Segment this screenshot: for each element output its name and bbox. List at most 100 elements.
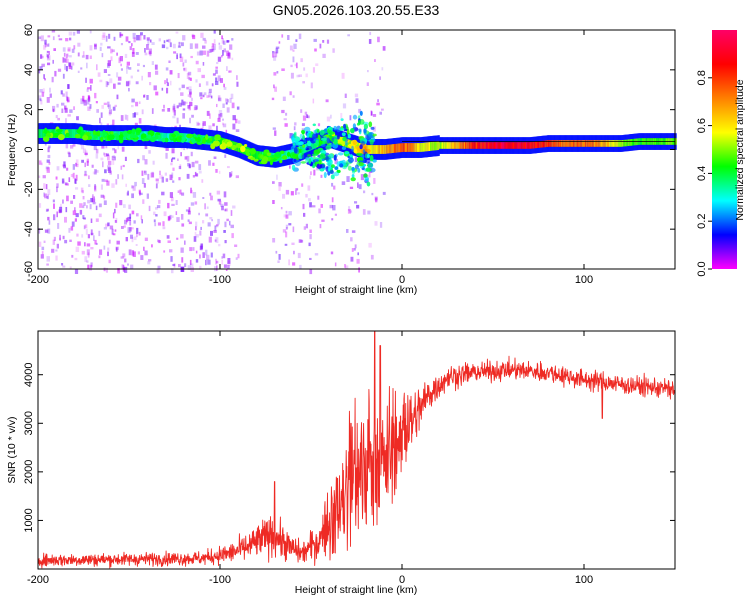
spectrogram-noise-cell [107, 46, 111, 49]
spectrogram-ridge-blob [130, 133, 134, 139]
spectrogram-noise-cell [202, 94, 205, 98]
spectrogram-branch-cell [372, 133, 377, 137]
spectrogram-noise-cell [215, 169, 218, 173]
spectrogram-noise-cell [285, 224, 289, 229]
spectrogram-noise-cell [232, 123, 236, 130]
spectrogram-noise-cell [183, 67, 188, 72]
spectrogram-branch-cell [319, 164, 326, 169]
spectrogram-noise-cell [81, 159, 84, 163]
spectrogram-noise-cell [221, 256, 223, 259]
spectrogram-noise-cell [45, 166, 49, 169]
spectrogram-noise-cell [199, 92, 203, 97]
spectrogram-noise-cell [131, 52, 135, 57]
spectrogram-noise-cell [202, 62, 205, 66]
spectrogram-noise-cell [172, 43, 176, 49]
spectrogram-noise-cell [80, 187, 84, 193]
spectrogram-noise-cell [140, 255, 144, 260]
spectrogram-ridge-blob [271, 154, 275, 158]
spectrogram-noise-cell [108, 259, 111, 264]
spectrogram-noise-cell [186, 155, 190, 162]
spectrogram-noise-cell [48, 51, 50, 56]
spectrogram-noise-cell [167, 108, 171, 112]
spectrogram-noise-cell [122, 264, 125, 271]
spectrogram-noise-cell [83, 174, 88, 177]
spectrogram-noise-cell [146, 193, 149, 199]
spectrogram-y-tick-label: -40 [23, 221, 35, 237]
spectrogram-noise-cell [195, 60, 199, 65]
spectrogram-branch-cell [358, 128, 362, 133]
spectrogram-ridge-core [561, 140, 564, 147]
spectrogram-noise-cell [167, 202, 170, 209]
spectrogram-noise-cell [228, 70, 231, 73]
spectrogram-noise-cell [71, 221, 75, 227]
spectrogram-noise-cell [73, 195, 76, 199]
spectrogram-branch-cell [312, 159, 319, 162]
spectrogram-branch-cell [354, 164, 359, 170]
spectrogram-ridge-blob [102, 129, 106, 137]
spectrogram-noise-cell [106, 153, 109, 157]
spectrogram-noise-cell [52, 108, 55, 113]
spectrogram-ridge-blob [147, 134, 151, 139]
spectrogram-noise-cell [307, 185, 311, 191]
spectrogram-noise-cell [72, 210, 77, 216]
spectrogram-branch-cell [359, 110, 363, 116]
spectrogram-noise-cell [278, 187, 281, 191]
spectrogram-noise-cell [178, 166, 182, 170]
spectrogram-noise-cell [133, 220, 136, 224]
spectrogram-noise-cell [40, 254, 44, 259]
spectrogram-noise-cell [144, 170, 147, 176]
spectrogram-noise-cell [234, 244, 238, 247]
chart-title: GN05.2026.103.20.55.E33 [273, 2, 440, 18]
spectrogram-noise-cell [39, 89, 43, 93]
spectrogram-branch-cell [364, 158, 371, 164]
spectrogram-noise-cell [95, 153, 99, 159]
spectrogram-noise-cell [216, 224, 219, 227]
spectrogram-noise-cell [117, 82, 121, 85]
spectrogram-noise-cell [224, 202, 228, 206]
spectrogram-noise-cell [278, 182, 282, 187]
spectrogram-noise-cell [54, 70, 57, 77]
spectrogram-noise-cell [105, 81, 108, 88]
spectrogram-noise-cell [99, 79, 103, 83]
spectrogram-noise-cell [181, 192, 185, 196]
snr-x-tick-label: 0 [399, 574, 405, 586]
spectrogram-noise-cell [95, 170, 99, 173]
spectrogram-noise-cell [103, 200, 107, 205]
spectrogram-noise-cell [47, 194, 49, 200]
spectrogram-noise-cell [271, 97, 275, 101]
spectrogram-noise-cell [75, 159, 79, 165]
spectrogram-noise-cell [89, 45, 93, 51]
spectrogram-noise-cell [74, 218, 77, 222]
spectrogram-noise-cell [222, 118, 224, 121]
spectrogram-noise-cell [235, 129, 240, 132]
spectrogram-noise-cell [334, 262, 337, 267]
spectrogram-noise-cell [144, 144, 148, 149]
spectrogram-ridge-blob [245, 151, 250, 157]
spectrogram-noise-cell [227, 53, 231, 59]
spectrogram-noise-cell [191, 114, 194, 118]
spectrogram-ridge-blob [215, 136, 221, 140]
spectrogram-ridge-blob [118, 134, 124, 139]
spectrogram-noise-cell [188, 165, 192, 169]
spectrogram-noise-cell [87, 252, 90, 258]
spectrogram-noise-cell [95, 148, 99, 154]
spectrogram-noise-cell [207, 222, 211, 227]
spectrogram-noise-cell [94, 239, 97, 245]
spectrogram-branch-cell [336, 125, 342, 133]
spectrogram-noise-cell [218, 200, 222, 205]
spectrogram-branch-cell [358, 162, 364, 167]
spectrogram-noise-cell [87, 106, 91, 111]
spectrogram-noise-cell [131, 105, 134, 108]
spectrogram-noise-cell [52, 105, 56, 112]
spectrogram-noise-cell [188, 77, 191, 81]
spectrogram-y-axis-title: Frequency (Hz) [6, 114, 18, 186]
snr-y-tick-label: 3000 [23, 411, 35, 435]
spectrogram-noise-cell [104, 169, 107, 174]
spectrogram-noise-cell [382, 46, 386, 51]
spectrogram-noise-cell [148, 150, 151, 154]
spectrogram-noise-cell [217, 75, 221, 82]
spectrogram-noise-cell [46, 50, 49, 53]
spectrogram-noise-cell [321, 219, 325, 222]
colorbar: 0.0 0.2 0.4 0.6 0.8 Normalized spectral ampl… [696, 30, 746, 277]
spectrogram-noise-cell [38, 160, 42, 165]
